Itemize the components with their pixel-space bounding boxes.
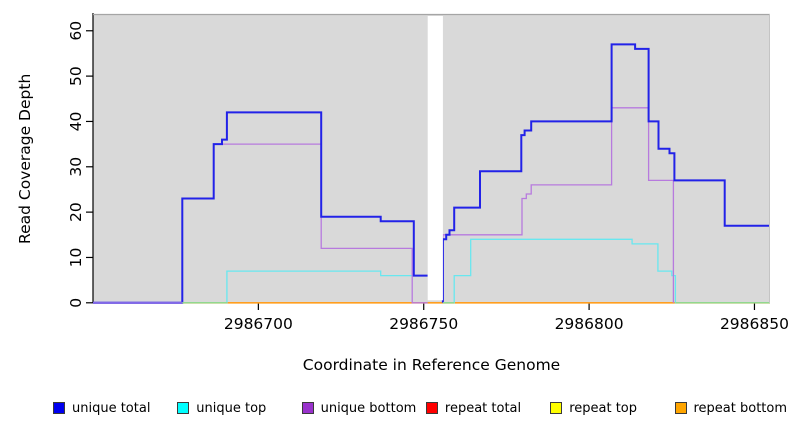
legend: unique total unique top unique bottom repea… (0, 399, 792, 423)
y-tick-label: 60 (67, 21, 85, 41)
legend-swatch-icon (301, 402, 314, 414)
series-unique-bottom-line (442, 107, 675, 303)
legend-label: repeat bottom (693, 400, 788, 416)
legend-swatch-icon (550, 402, 563, 414)
legend-item-repeat-top: repeat top (550, 399, 637, 417)
legend-item-unique-total: unique total (53, 399, 150, 417)
legend-label: unique bottom (320, 400, 417, 416)
x-tick-label: 2986700 (224, 315, 293, 333)
x-tick-label: 2986850 (720, 315, 789, 333)
legend-swatch-icon (425, 402, 438, 414)
legend-swatch-icon (177, 402, 190, 414)
x-tick-label: 2986800 (555, 315, 624, 333)
series-unique-total-line (441, 43, 770, 303)
legend-label: repeat top (569, 400, 637, 416)
legend-item-unique-top: unique top (177, 399, 266, 417)
legend-item-unique-bottom: unique bottom (301, 399, 417, 417)
y-tick-label: 50 (67, 66, 85, 86)
x-axis-title: Coordinate in Reference Genome (302, 356, 561, 374)
y-tick-label: 0 (67, 298, 85, 308)
series-unique-total-line (93, 111, 428, 304)
legend-label: unique top (196, 400, 267, 416)
y-tick-label: 10 (67, 248, 85, 268)
y-tick-label: 20 (67, 202, 85, 222)
y-axis-title: Read Coverage Depth (16, 73, 34, 245)
legend-label: unique total (72, 400, 151, 416)
legend-item-repeat-total: repeat total (425, 399, 522, 417)
legend-swatch-icon (53, 402, 65, 414)
x-tick-label: 2986750 (389, 315, 458, 333)
legend-label: repeat total (444, 400, 522, 416)
legend-swatch-icon (674, 402, 687, 414)
legend-item-repeat-bottom: repeat bottom (674, 399, 788, 417)
no-data-gap (427, 16, 443, 301)
y-tick-label: 30 (67, 157, 85, 177)
series-unique-top-line (442, 238, 770, 304)
y-tick-label: 40 (67, 112, 85, 132)
